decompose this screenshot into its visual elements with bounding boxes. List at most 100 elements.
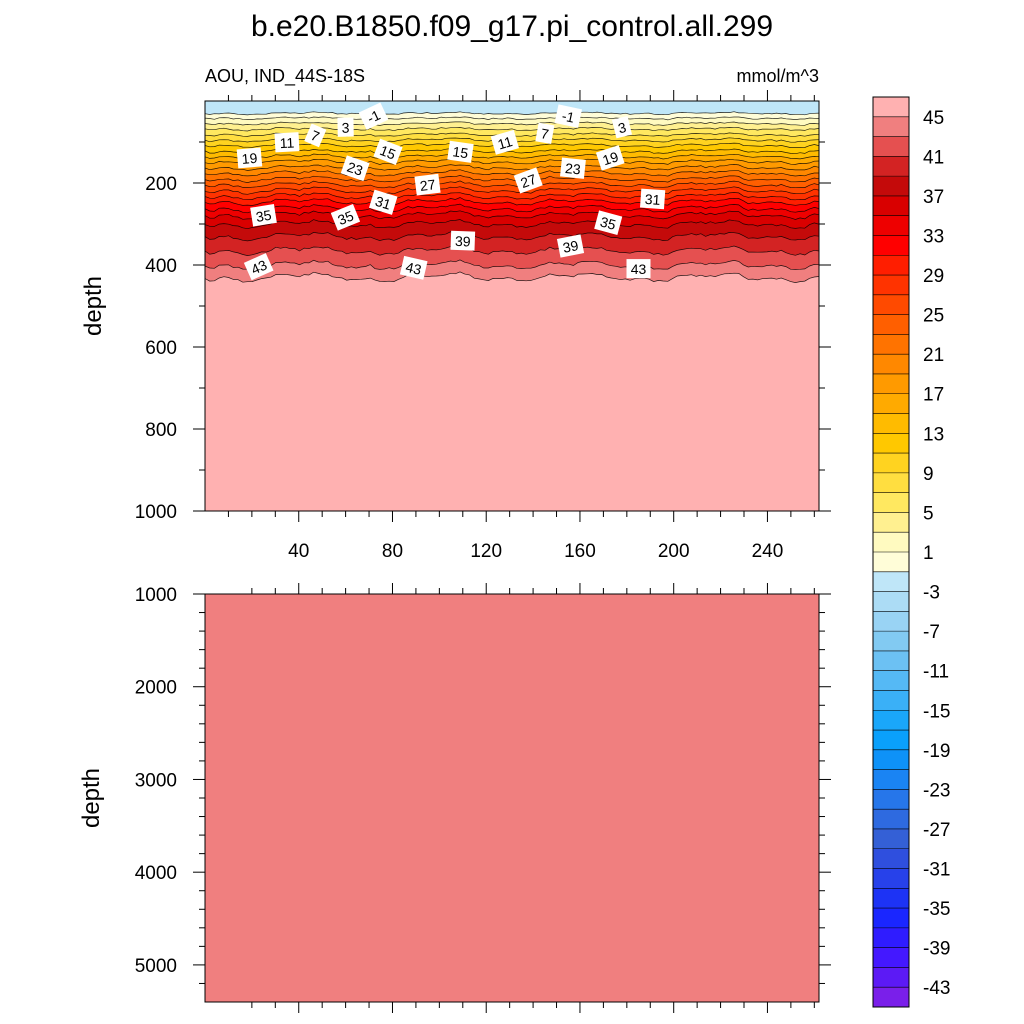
colorbar-box [873,710,909,731]
y-tick: 600 [145,338,831,359]
lower-panel: 1000 2000 3000 4000 5000 depth [78,583,831,1013]
contour-label: -1 [358,102,389,130]
svg-text:27: 27 [419,176,437,194]
svg-text:31: 31 [644,191,661,208]
x-tick: 120 [470,90,502,562]
colorbar-box [873,413,909,434]
svg-text:240: 240 [752,541,784,562]
colorbar-box [873,512,909,533]
colorbar-box [873,116,909,137]
contour-line-27 [205,186,819,195]
contour-label: 43 [626,259,651,279]
contour-label: 35 [330,204,361,231]
colorbar-box [873,571,909,592]
contour-label: 3 [337,117,354,137]
x-tick: 40 [288,90,309,562]
contour-line-1 [205,116,819,121]
colorbar-box [873,769,909,790]
colorbar-label: -27 [923,820,950,841]
svg-text:5000: 5000 [135,956,177,977]
colorbar-box [873,314,909,335]
colorbar-label: 9 [923,464,934,485]
svg-text:23: 23 [564,160,581,178]
svg-text:23: 23 [345,159,365,179]
colorbar-box [873,552,909,573]
colorbar-label: 29 [923,266,944,287]
left-string: AOU, IND_44S-18S [205,66,365,87]
colorbar-label: 5 [923,503,934,524]
contour-line-25 [205,180,819,189]
colorbar-label: -35 [923,899,950,920]
colorbar-box [873,393,909,414]
svg-text:200: 200 [145,174,177,195]
svg-text:3: 3 [616,119,628,136]
svg-text:15: 15 [378,142,398,163]
colorbar-box [873,97,909,118]
svg-text:35: 35 [335,207,356,228]
colorbar-box [873,294,909,315]
colorbar-box [873,591,909,612]
contour-line-35 [205,210,819,220]
colorbar-box [873,354,909,375]
svg-text:800: 800 [145,420,177,441]
svg-text:7: 7 [540,125,551,142]
contour-label: 35 [250,204,277,227]
contour-label: 27 [414,173,441,196]
svg-text:19: 19 [601,148,621,168]
svg-text:160: 160 [564,541,596,562]
contour-label: 19 [236,147,263,169]
colorbar-box [873,730,909,751]
lower-y-axis-label: depth [78,768,105,828]
colorbar-box [873,650,909,671]
colorbar-label: -43 [923,978,950,999]
colorbar-label: -31 [923,860,950,881]
colorbar-label: 33 [923,226,944,247]
colorbar-label: 37 [923,187,944,208]
upper-axis-ticks: 40 80 120 160 200 240 200 400 600 800 1000 [135,90,831,562]
colorbar-box [873,987,909,1008]
svg-text:1000: 1000 [135,585,177,606]
colorbar-label: 45 [923,108,944,129]
colorbar-label: -3 [923,583,940,604]
svg-text:1000: 1000 [135,502,177,523]
colorbar-label: -19 [923,741,950,762]
colorbar-box [873,749,909,770]
svg-text:35: 35 [599,213,618,233]
colorbar-box [873,967,909,988]
colorbar-box [873,947,909,968]
colorbar: 45 41 37 33 29 25 21 17 13 9 5 1 -3 -7 -11 -15 -19 -23 -27… [872,96,950,1008]
colorbar-box [873,334,909,355]
contour-label: 19 [595,145,625,171]
contour-label: 35 [594,210,623,235]
svg-text:80: 80 [382,541,403,562]
svg-text:3000: 3000 [135,770,177,791]
contour-line-3 [205,121,819,126]
svg-text:27: 27 [518,171,538,191]
colorbar-label: 25 [923,306,944,327]
svg-text:43: 43 [631,261,647,277]
colorbar-label: -39 [923,939,950,960]
colorbar-label: 17 [923,385,944,406]
figure-title: b.e20.B1850.f09_g17.pi_control.all.299 [251,10,773,43]
colorbar-label: 13 [923,424,944,445]
contour-line-31 [205,197,819,206]
contour-label: 7 [304,123,327,148]
colorbar-box [873,373,909,395]
contour-line-21 [205,169,819,177]
y-tick: 200 [145,174,831,195]
svg-text:4000: 4000 [135,863,177,884]
contour-label: 11 [490,129,520,155]
svg-text:600: 600 [145,338,177,359]
svg-text:43: 43 [249,257,270,278]
contour-label: 7 [535,122,555,145]
contour-line-19 [205,164,819,171]
contour-line--1 [205,111,819,116]
contour-label: -1 [554,104,583,128]
colorbar-box [873,176,909,197]
y-tick: 1000 [135,585,831,606]
colorbar-label: -15 [923,701,950,722]
y-tick: 2000 [135,678,831,699]
colorbar-box [873,670,909,691]
